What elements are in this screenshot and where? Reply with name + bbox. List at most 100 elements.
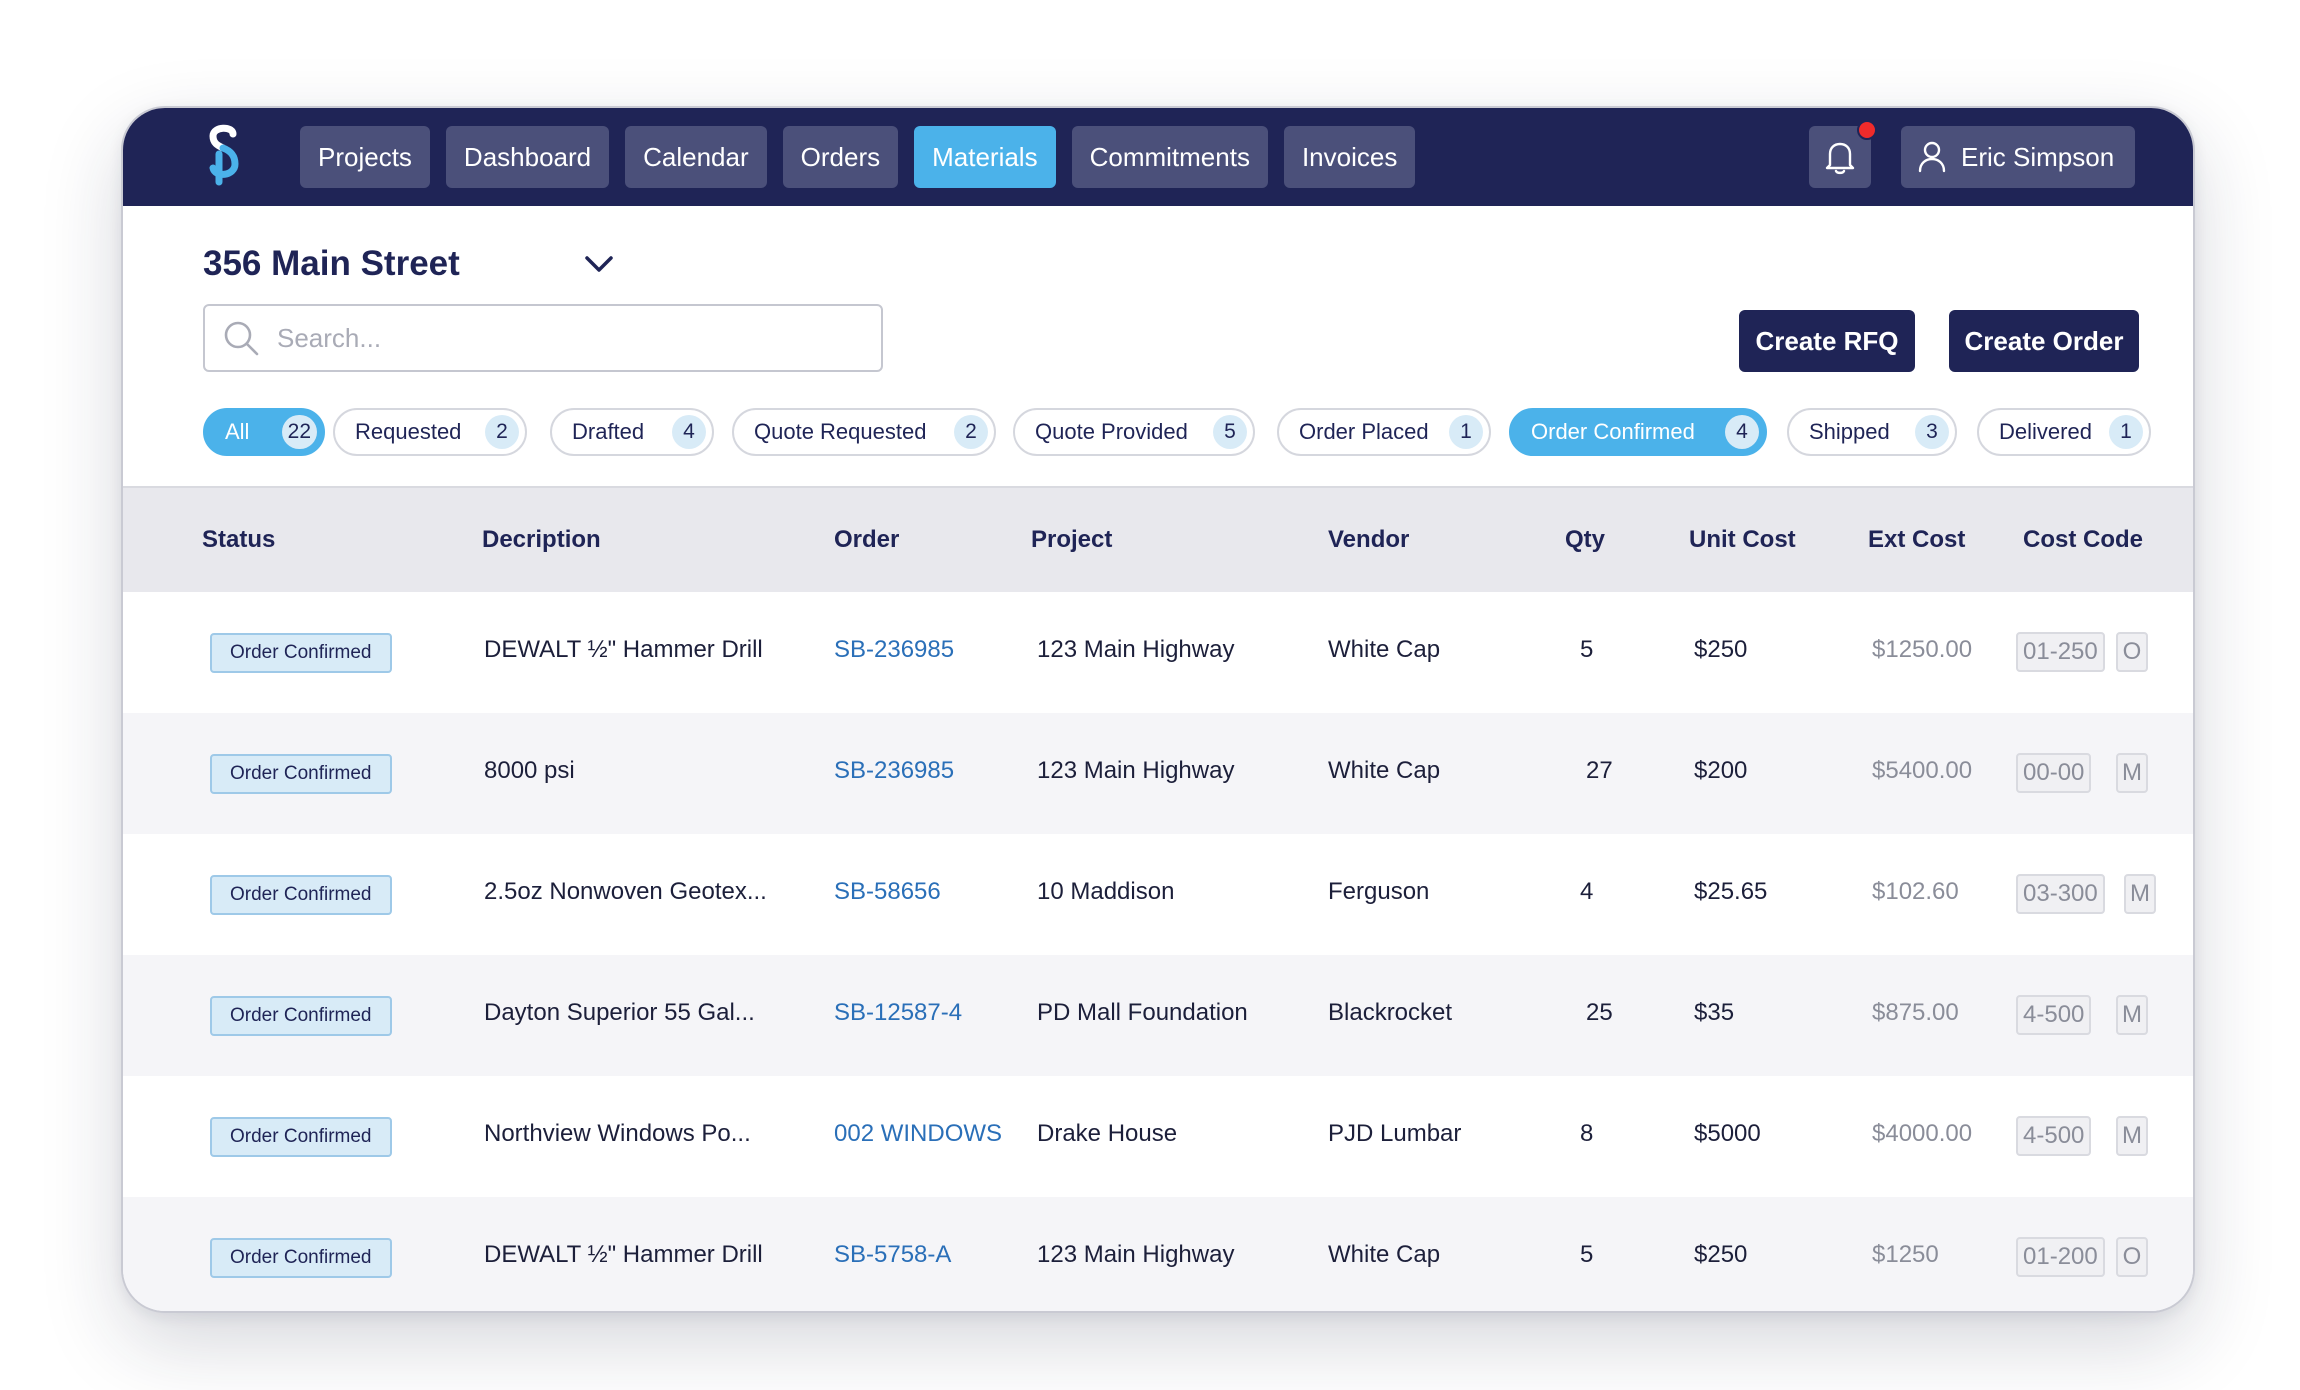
row-ext-cost: $875.00 [1872, 999, 1959, 1026]
cost-code[interactable]: 4-500 [2016, 1116, 2092, 1156]
status-badge: Order Confirmed [210, 1238, 392, 1278]
status-badge: Order Confirmed [210, 875, 392, 915]
user-menu-button[interactable]: Eric Simpson [1901, 126, 2135, 188]
nav-orders[interactable]: Orders [782, 126, 899, 188]
filter-shipped[interactable]: Shipped 3 [1787, 408, 1957, 456]
nav-projects[interactable]: Projects [300, 126, 430, 188]
nav-commitments[interactable]: Commitments [1071, 126, 1268, 188]
row-qty: 8 [1580, 1120, 1594, 1147]
cost-code-type[interactable]: O [2116, 1237, 2148, 1277]
table-row[interactable]: Order Confirmed DEWALT ½" Hammer Drill S… [123, 592, 2193, 713]
nav-materials[interactable]: Materials [914, 126, 1056, 188]
nav-dashboard[interactable]: Dashboard [445, 126, 610, 188]
row-vendor: White Cap [1328, 757, 1441, 784]
status-badge: Order Confirmed [210, 1117, 392, 1157]
order-link[interactable]: SB-5758-A [834, 1241, 952, 1268]
col-header-ext-cost[interactable]: Ext Cost [1868, 526, 1966, 553]
col-header-project[interactable]: Project [1031, 526, 1113, 553]
row-project: PD Mall Foundation [1037, 999, 1248, 1026]
app-window: Projects Dashboard Calendar Orders Mater… [121, 106, 2195, 1313]
cost-code[interactable]: 4-500 [2016, 995, 2092, 1035]
table-header: Status Decription Order Project Vendor Q… [123, 488, 2193, 592]
filter-quote-provided[interactable]: Quote Provided 5 [1013, 408, 1255, 456]
col-header-order[interactable]: Order [834, 526, 900, 553]
filter-label: Quote Provided [1035, 419, 1188, 444]
row-qty: 5 [1580, 1241, 1594, 1268]
order-link[interactable]: SB-58656 [834, 878, 941, 905]
filter-drafted[interactable]: Drafted 4 [550, 408, 714, 456]
notifications-button[interactable] [1809, 120, 1877, 188]
search-icon [224, 321, 259, 356]
order-link[interactable]: SB-236985 [834, 757, 955, 784]
row-vendor: White Cap [1328, 636, 1441, 663]
filter-count: 4 [1725, 415, 1759, 449]
filter-quote-requested[interactable]: Quote Requested 2 [732, 408, 996, 456]
row-project: 123 Main Highway [1037, 757, 1235, 784]
cost-code-type[interactable]: O [2116, 632, 2148, 672]
cost-code[interactable]: 03-300 [2016, 874, 2105, 914]
filter-label: Requested [355, 419, 462, 444]
table-row[interactable]: Order Confirmed 8000 psi SB-236985 123 M… [123, 713, 2193, 834]
order-link[interactable]: SB-12587-4 [834, 999, 963, 1026]
bell-icon [1825, 142, 1855, 175]
filter-count: 3 [1915, 415, 1949, 449]
create-order-button[interactable]: Create Order [1949, 310, 2139, 372]
search-field[interactable] [203, 304, 883, 372]
filter-requested[interactable]: Requested 2 [333, 408, 527, 456]
app-logo-icon[interactable] [205, 124, 241, 188]
filter-count: 4 [672, 415, 706, 449]
row-unit-cost: $250 [1694, 636, 1748, 663]
filter-label: Delivered [1999, 419, 2092, 444]
materials-table: Status Decription Order Project Vendor Q… [123, 486, 2193, 1311]
cost-code-type[interactable]: M [2124, 874, 2156, 914]
filter-count: 5 [1213, 415, 1247, 449]
row-project: Drake House [1037, 1120, 1178, 1147]
row-description: Northview Windows Po... [484, 1120, 751, 1147]
table-row[interactable]: Order Confirmed DEWALT ½" Hammer Drill S… [123, 1197, 2193, 1311]
filter-all[interactable]: All 22 [203, 408, 325, 456]
status-badge: Order Confirmed [210, 996, 392, 1036]
cost-code[interactable]: 01-250 [2016, 632, 2105, 672]
table-body: Order Confirmed DEWALT ½" Hammer Drill S… [123, 592, 2193, 1311]
notification-dot [1857, 120, 1877, 140]
table-row[interactable]: Order Confirmed Northview Windows Po... … [123, 1076, 2193, 1197]
filter-order-placed[interactable]: Order Placed 1 [1277, 408, 1491, 456]
cost-code[interactable]: 01-200 [2016, 1237, 2105, 1277]
user-icon [1918, 141, 1946, 173]
col-header-unit-cost[interactable]: Unit Cost [1689, 526, 1796, 553]
create-rfq-button[interactable]: Create RFQ [1739, 310, 1915, 372]
cost-code-type[interactable]: M [2116, 995, 2148, 1035]
table-row[interactable]: Order Confirmed 2.5oz Nonwoven Geotex...… [123, 834, 2193, 955]
cost-code-type[interactable]: M [2116, 753, 2148, 793]
row-vendor: White Cap [1328, 1241, 1441, 1268]
row-qty: 4 [1580, 878, 1594, 905]
main-nav: Projects Dashboard Calendar Orders Mater… [300, 126, 1416, 188]
order-link[interactable]: SB-236985 [834, 636, 955, 663]
filter-label: Order Placed [1299, 419, 1429, 444]
col-header-cost-code[interactable]: Cost Code [2023, 526, 2143, 553]
cost-code-type[interactable]: M [2116, 1116, 2148, 1156]
nav-calendar[interactable]: Calendar [625, 126, 767, 188]
row-ext-cost: $4000.00 [1872, 1120, 1973, 1147]
filter-order-confirmed[interactable]: Order Confirmed 4 [1509, 408, 1767, 456]
filter-count: 1 [1449, 415, 1483, 449]
row-qty: 25 [1586, 999, 1613, 1026]
project-title[interactable]: 356 Main Street [203, 244, 460, 283]
col-header-description[interactable]: Decription [482, 526, 601, 553]
cost-code[interactable]: 00-00 [2016, 753, 2092, 793]
col-header-vendor[interactable]: Vendor [1328, 526, 1410, 553]
row-project: 123 Main Highway [1037, 636, 1235, 663]
order-link[interactable]: 002 WINDOWS [834, 1120, 1003, 1147]
col-header-qty[interactable]: Qty [1565, 526, 1606, 553]
user-name: Eric Simpson [1961, 141, 2115, 172]
table-row[interactable]: Order Confirmed Dayton Superior 55 Gal..… [123, 955, 2193, 1076]
filter-delivered[interactable]: Delivered 1 [1977, 408, 2151, 456]
col-header-status[interactable]: Status [202, 526, 276, 553]
search-input[interactable] [277, 322, 837, 354]
row-unit-cost: $200 [1694, 757, 1748, 784]
nav-invoices[interactable]: Invoices [1283, 126, 1416, 188]
chevron-down-icon[interactable] [583, 248, 615, 280]
top-nav-bar: Projects Dashboard Calendar Orders Mater… [123, 108, 2193, 206]
filter-label: All [225, 419, 250, 444]
row-description: Dayton Superior 55 Gal... [484, 999, 755, 1026]
